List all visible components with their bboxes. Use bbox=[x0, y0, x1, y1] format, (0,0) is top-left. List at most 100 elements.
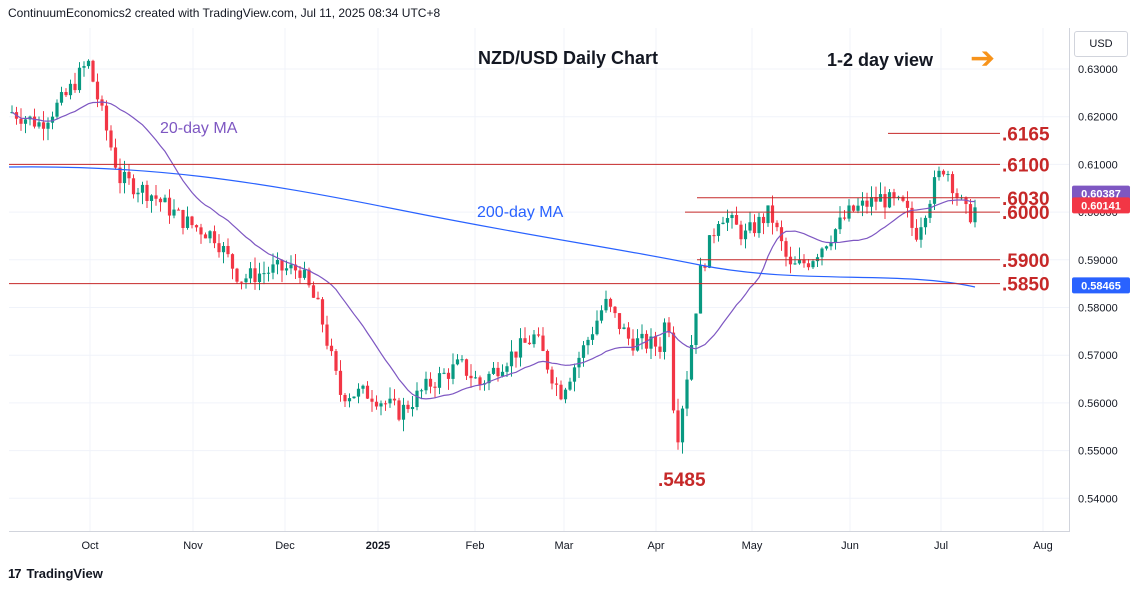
candle-body bbox=[919, 227, 923, 240]
x-tick-label: 2025 bbox=[366, 540, 390, 552]
candle-body bbox=[424, 378, 428, 391]
candle-body bbox=[352, 396, 356, 399]
candle-body bbox=[716, 224, 721, 236]
candle-body bbox=[37, 122, 41, 127]
candle-body bbox=[185, 216, 190, 228]
candle-body bbox=[680, 408, 685, 443]
candle-body bbox=[527, 342, 532, 345]
candle-body bbox=[914, 227, 919, 240]
candle-body bbox=[19, 118, 23, 124]
candle-body bbox=[244, 278, 248, 283]
candle-body bbox=[536, 334, 541, 336]
candle-body bbox=[487, 373, 491, 384]
candle-body bbox=[428, 378, 433, 387]
tradingview-logo-icon: 17 bbox=[8, 566, 22, 581]
candle-body bbox=[518, 338, 523, 358]
candle-body bbox=[64, 92, 68, 96]
candle-body bbox=[145, 184, 149, 201]
candle-body bbox=[181, 210, 185, 228]
y-tick-label: 0.59000 bbox=[1078, 255, 1118, 267]
candle-body bbox=[491, 367, 496, 374]
candle-body bbox=[262, 273, 266, 275]
candle-body bbox=[320, 299, 325, 325]
x-tick-label: Oct bbox=[81, 540, 98, 552]
candle-body bbox=[937, 170, 941, 178]
candle-body bbox=[788, 256, 793, 265]
candle-body bbox=[523, 338, 527, 343]
candle-body bbox=[442, 372, 446, 374]
price-tag-bg bbox=[1072, 277, 1130, 294]
candle-body bbox=[500, 371, 505, 377]
level-label: .6000 bbox=[1002, 203, 1050, 224]
candle-body bbox=[118, 167, 122, 184]
candle-body bbox=[158, 198, 163, 203]
candle-body bbox=[23, 119, 28, 124]
candle-body bbox=[793, 263, 797, 265]
candle-body bbox=[901, 196, 905, 201]
level-label: .6165 bbox=[1002, 124, 1050, 145]
candle-body bbox=[149, 195, 154, 201]
candle-body bbox=[307, 269, 311, 286]
candle-body bbox=[478, 377, 482, 385]
candle-body bbox=[289, 264, 293, 269]
currency-selector[interactable]: USD bbox=[1074, 31, 1128, 57]
candle-body bbox=[370, 398, 374, 402]
candle-body bbox=[226, 245, 230, 255]
candle-body bbox=[761, 216, 766, 224]
candle-body bbox=[239, 281, 244, 283]
candle-body bbox=[689, 345, 694, 380]
candle-body bbox=[905, 200, 910, 208]
x-tick-label: Apr bbox=[647, 540, 664, 552]
ma200-label: 200-day MA bbox=[477, 204, 564, 221]
candle-body bbox=[973, 207, 977, 223]
candle-body bbox=[496, 367, 500, 377]
candle-body bbox=[797, 259, 802, 264]
candle-body bbox=[140, 184, 145, 193]
candle-body bbox=[883, 194, 887, 208]
candle-body bbox=[667, 322, 671, 333]
candle-body bbox=[928, 203, 932, 218]
candle-body bbox=[806, 263, 811, 268]
candle-body bbox=[217, 243, 221, 253]
candle-body bbox=[329, 345, 334, 352]
candle-body bbox=[284, 268, 289, 271]
candle-body bbox=[469, 375, 473, 379]
candle-body bbox=[545, 350, 550, 370]
candle-body bbox=[739, 224, 743, 240]
price-tag: 0.58465 bbox=[1081, 280, 1121, 292]
y-tick-label: 0.57000 bbox=[1078, 350, 1118, 362]
candle-body bbox=[172, 209, 176, 216]
candle-body bbox=[104, 105, 109, 131]
candle-body bbox=[577, 357, 581, 368]
candle-body bbox=[253, 268, 257, 283]
candle-body bbox=[946, 174, 950, 176]
candle-body bbox=[55, 102, 59, 117]
candle-body bbox=[167, 197, 172, 216]
candle-body bbox=[46, 122, 50, 129]
x-tick-label: Feb bbox=[466, 540, 485, 552]
candle-body bbox=[293, 264, 298, 271]
candle-body bbox=[775, 222, 779, 228]
candle-body bbox=[127, 171, 131, 179]
candle-body bbox=[631, 338, 635, 351]
candle-body bbox=[613, 306, 617, 314]
y-tick-label: 0.56000 bbox=[1078, 398, 1118, 410]
candle-body bbox=[419, 390, 424, 392]
candle-body bbox=[410, 407, 415, 410]
candle-body bbox=[194, 225, 199, 228]
candle-body bbox=[734, 214, 739, 225]
candle-body bbox=[599, 310, 604, 321]
candle-body bbox=[59, 92, 64, 103]
chart-plot-area[interactable] bbox=[9, 28, 1070, 532]
price-tag-bg bbox=[1072, 197, 1130, 214]
candle-body bbox=[86, 60, 91, 67]
candle-body bbox=[415, 390, 419, 408]
candle-body bbox=[91, 60, 95, 82]
candle-body bbox=[676, 410, 680, 443]
x-tick-label: Aug bbox=[1033, 540, 1053, 552]
candle-body bbox=[658, 346, 662, 352]
candle-body bbox=[563, 389, 568, 400]
candle-body bbox=[586, 339, 590, 346]
candle-body bbox=[649, 336, 653, 349]
